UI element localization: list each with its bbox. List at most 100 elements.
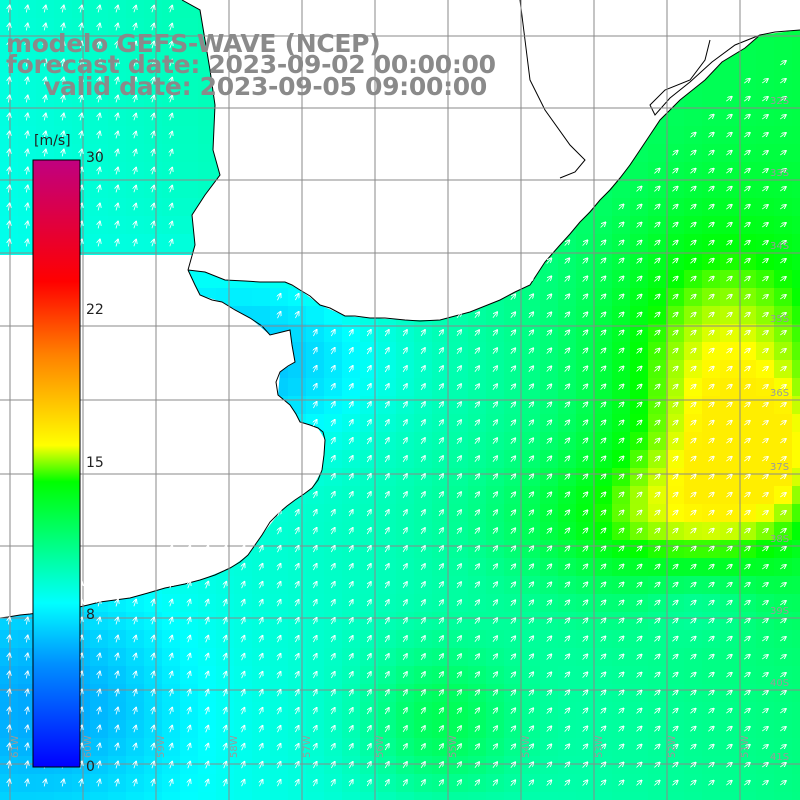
field-cell <box>792 198 800 217</box>
field-cell <box>792 288 800 307</box>
lon-label: 56W <box>375 735 386 758</box>
field-cell <box>342 792 361 800</box>
field-cell <box>684 792 703 800</box>
field-cell <box>594 198 613 217</box>
field-cell <box>792 558 800 577</box>
field-cell <box>702 90 721 109</box>
field-cell <box>792 468 800 487</box>
field-cell <box>792 162 800 181</box>
field-cell <box>198 792 217 800</box>
field-cell <box>522 792 541 800</box>
field-cell <box>162 792 181 800</box>
field-cell <box>666 792 685 800</box>
colorbar-tick-8: 8 <box>86 607 95 623</box>
field-cell <box>792 594 800 613</box>
lat-label: 41S <box>770 752 789 763</box>
colorbar-unit: [m/s] <box>34 133 71 149</box>
lat-label: 37S <box>770 462 789 473</box>
field-cell <box>792 342 800 361</box>
field-cell <box>612 180 631 199</box>
field-cell <box>792 702 800 721</box>
field-cell <box>180 108 199 127</box>
field-cell <box>756 36 775 55</box>
colorbar-gradient <box>32 159 81 768</box>
field-cell <box>288 792 307 800</box>
field-cell <box>576 792 595 800</box>
field-cell <box>774 36 793 55</box>
field-cell <box>180 126 199 145</box>
field-cell <box>792 216 800 235</box>
field-cell <box>180 90 199 109</box>
field-cell <box>792 450 800 469</box>
field-cell <box>180 792 199 800</box>
field-cell <box>738 54 757 73</box>
field-cell <box>558 792 577 800</box>
lon-label: 53W <box>594 735 605 758</box>
field-cell <box>108 792 127 800</box>
lat-label: 38S <box>770 534 789 545</box>
field-cell <box>792 792 800 800</box>
field-cell <box>792 756 800 775</box>
field-cell <box>54 792 73 800</box>
field-cell <box>198 126 217 145</box>
lat-label: 39S <box>770 606 789 617</box>
field-cell <box>306 306 325 325</box>
field-cell <box>756 792 775 800</box>
lat-label: 40S <box>770 678 789 689</box>
field-cell <box>792 324 800 343</box>
field-cell <box>486 792 505 800</box>
field-cell <box>792 504 800 523</box>
field-cell <box>612 792 631 800</box>
field-cell <box>774 792 793 800</box>
field-cell <box>144 792 163 800</box>
field-cell <box>540 792 559 800</box>
lon-label: 59W <box>156 735 167 758</box>
field-cell <box>684 108 703 127</box>
field-cell <box>720 792 739 800</box>
field-cell <box>792 720 800 739</box>
field-cell <box>702 792 721 800</box>
lon-label: 51W <box>740 735 751 758</box>
field-cell <box>792 648 800 667</box>
field-cell <box>756 54 775 73</box>
field-cell <box>792 180 800 199</box>
field-cell <box>792 36 800 55</box>
field-cell <box>180 162 199 181</box>
field-cell <box>792 126 800 145</box>
field-cell <box>792 774 800 793</box>
colorbar <box>32 159 81 768</box>
field-cell <box>792 738 800 757</box>
field-cell <box>216 792 235 800</box>
field-cell <box>396 792 415 800</box>
lon-label: 57W <box>302 735 313 758</box>
field-cell <box>198 162 217 181</box>
field-cell <box>720 72 739 91</box>
field-cell <box>792 72 800 91</box>
field-cell <box>594 792 613 800</box>
field-cell <box>792 306 800 325</box>
field-cell <box>792 414 800 433</box>
field-cell <box>324 792 343 800</box>
field-cell <box>180 180 199 199</box>
field-cell <box>666 126 685 145</box>
field-cell <box>378 792 397 800</box>
title-valid-date: valid date: 2023-09-05 09:00:00 <box>44 72 487 101</box>
colorbar-tick-15: 15 <box>86 455 104 471</box>
field-cell <box>630 792 649 800</box>
colorbar-tick-0: 0 <box>86 759 95 775</box>
field-cell <box>648 144 667 163</box>
field-cell <box>468 792 487 800</box>
field-cell <box>198 144 217 163</box>
lat-label: 34S <box>770 241 789 252</box>
field-cell <box>180 36 199 55</box>
field-cell <box>792 90 800 109</box>
field-cell <box>648 792 667 800</box>
field-cell <box>450 792 469 800</box>
field-cell <box>666 108 685 127</box>
field-cell <box>180 54 199 73</box>
field-cell <box>90 792 109 800</box>
field-cell <box>792 108 800 127</box>
field-cell <box>18 792 37 800</box>
